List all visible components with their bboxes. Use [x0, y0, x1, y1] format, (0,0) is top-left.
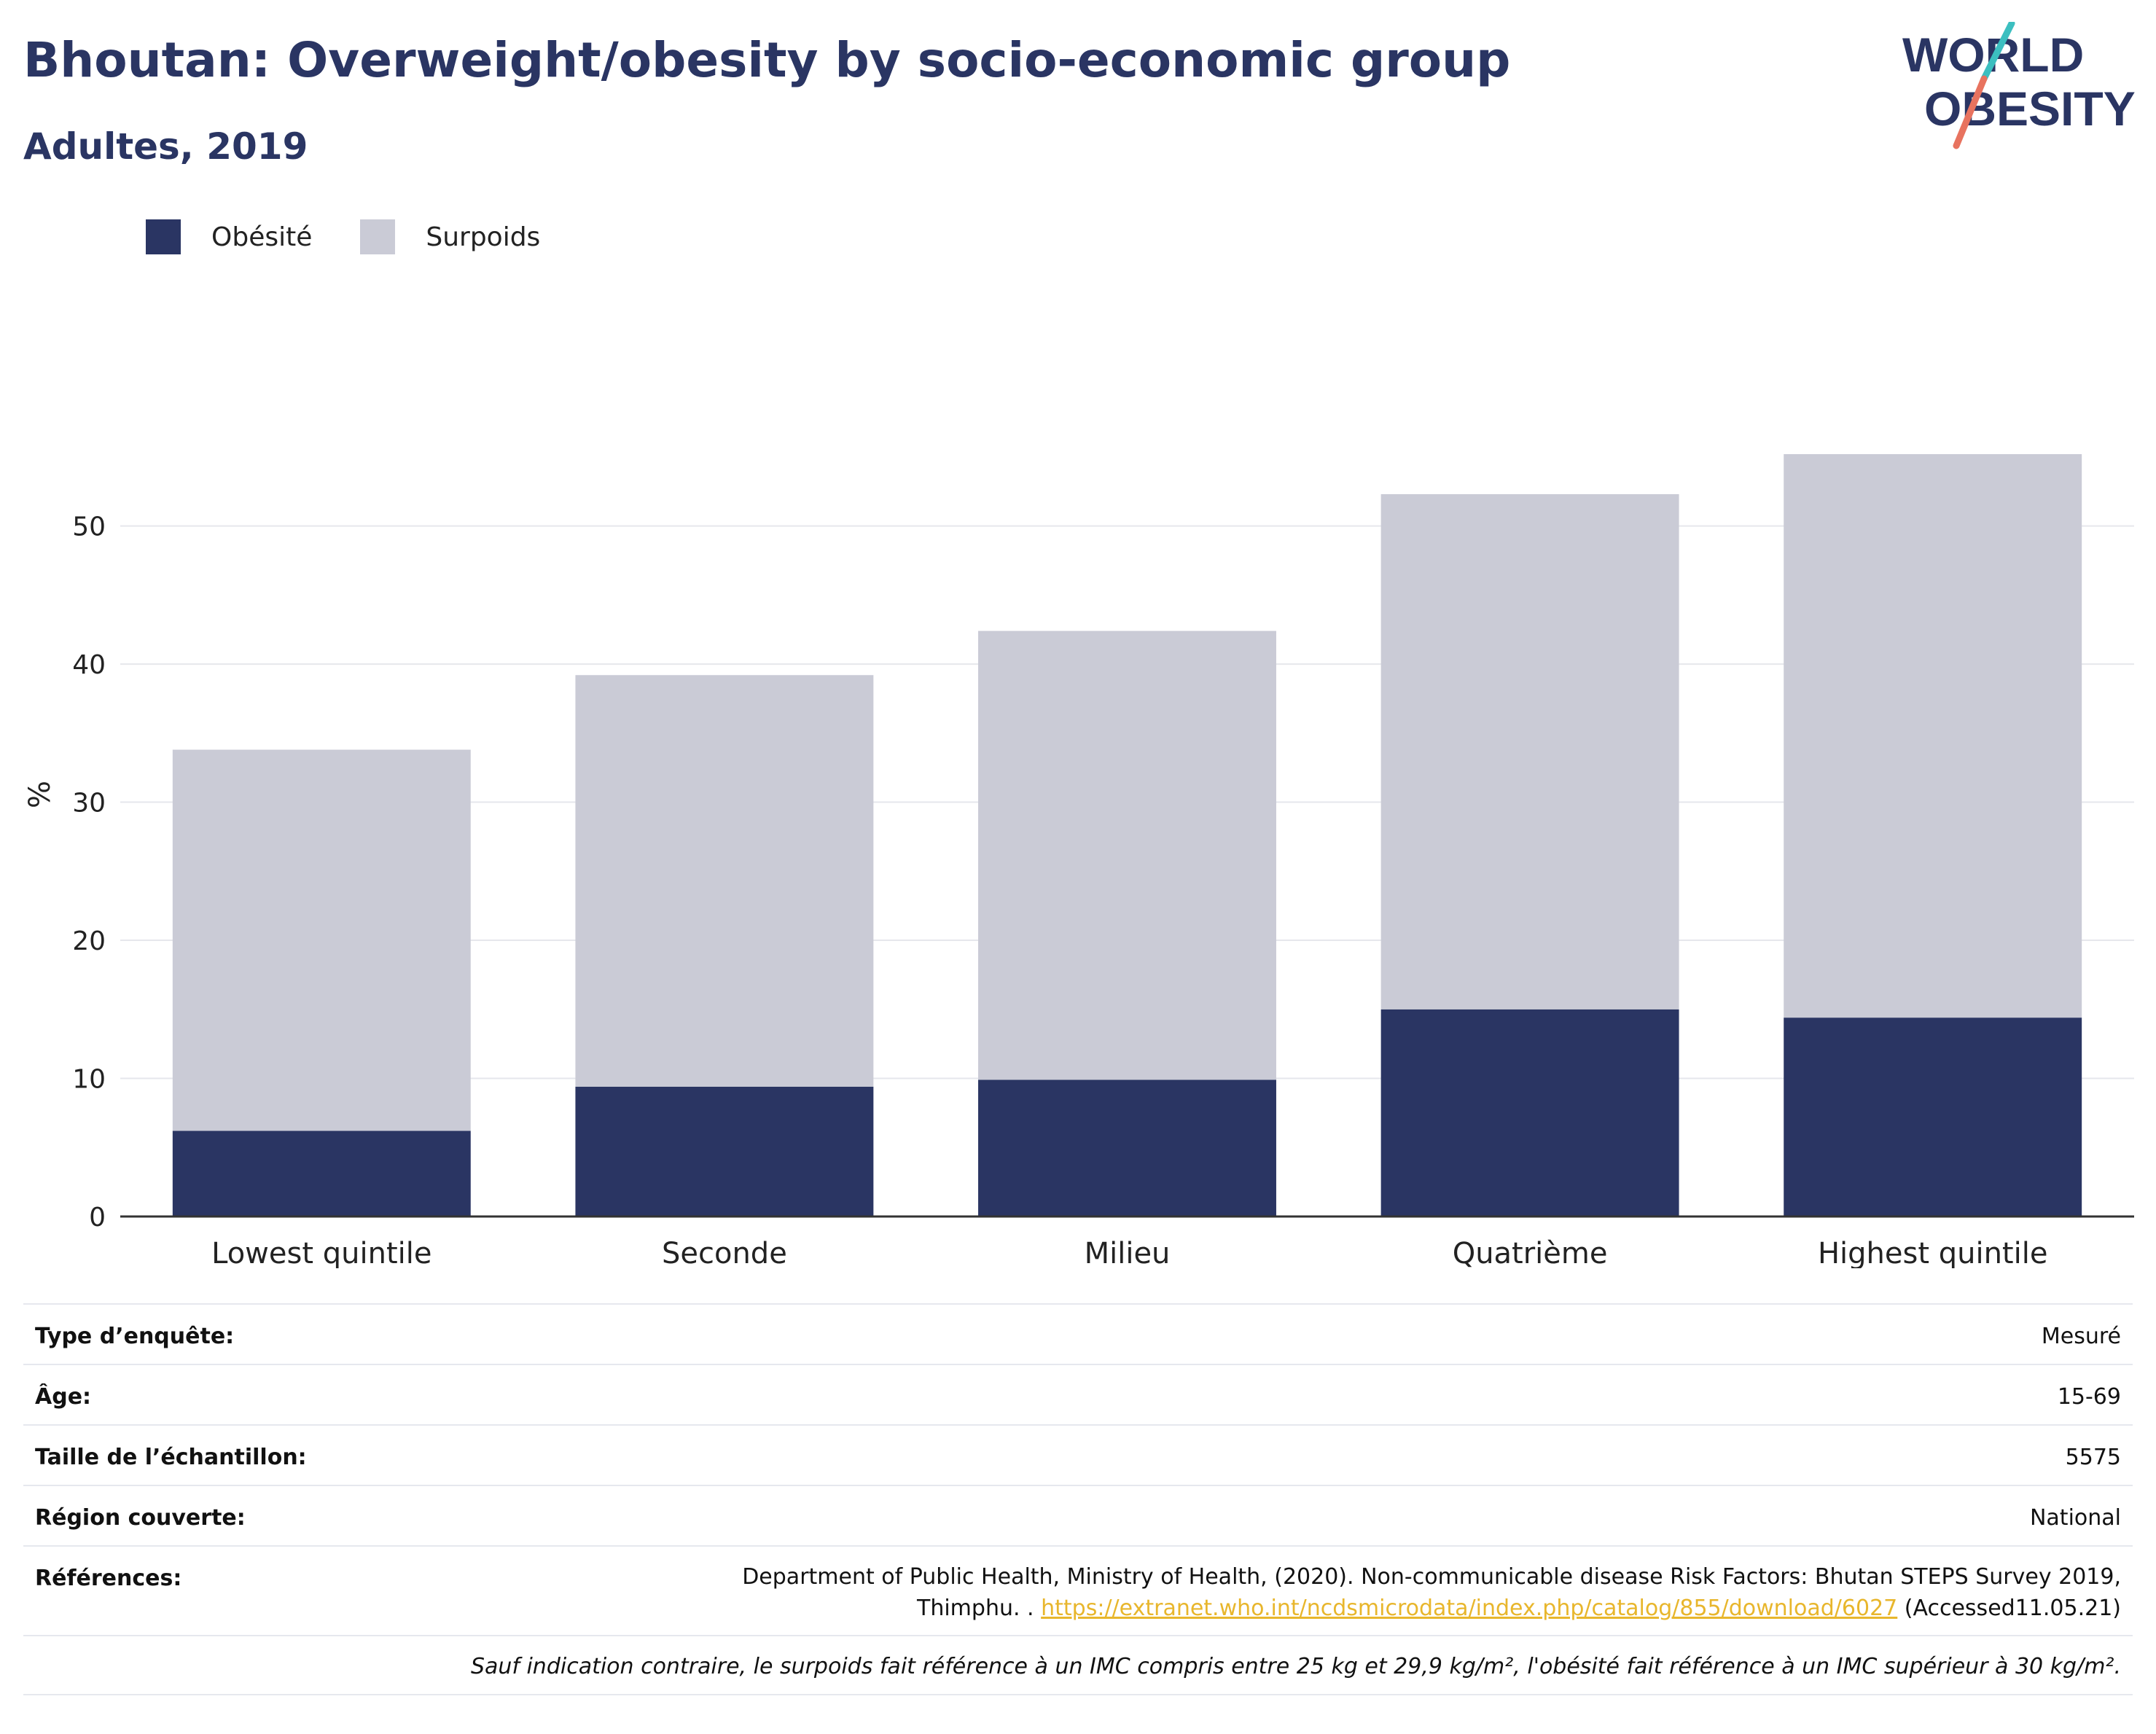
meta-row-survey-type: Type d’enquête: Mesuré [23, 1303, 2133, 1364]
meta-row-sample-size: Taille de l’échantillon: 5575 [23, 1424, 2133, 1485]
x-tick-label-4: Highest quintile [1818, 1237, 2048, 1268]
bar-surpoids-3 [1380, 494, 1679, 1009]
y-axis-label: % [23, 781, 57, 808]
meta-label-references: Références: [35, 1566, 182, 1591]
reference-line1: Department of Public Health, Ministry of… [742, 1564, 2121, 1590]
y-tick-label-20: 20 [72, 926, 106, 956]
chart-subtitle: Adultes, 2019 [23, 125, 308, 168]
meta-label-age: Âge: [35, 1384, 92, 1410]
survey-metadata-table: Type d’enquête: Mesuré Âge: 15-69 Taille… [23, 1303, 2133, 1695]
footnote-bmi-definition: Sauf indication contraire, le surpoids f… [23, 1635, 2133, 1695]
y-tick-label-50: 50 [72, 512, 106, 542]
meta-value-survey-type: Mesuré [2041, 1324, 2121, 1349]
logo-slash-bottom [1953, 75, 1988, 149]
legend-swatch-obesite [146, 219, 181, 254]
bar-obesite-1 [575, 1086, 874, 1216]
chart-title: Bhoutan: Overweight/obesity by socio-eco… [23, 32, 1511, 88]
legend-label-obesite: Obésité [211, 222, 313, 252]
bar-surpoids-4 [1784, 454, 2082, 1018]
bar-obesite-4 [1784, 1018, 2082, 1216]
meta-row-references: Références: Department of Public Health,… [23, 1545, 2133, 1635]
stacked-bar-chart: 0 10 20 30 40 50% Lowest quintile Seconde Milieu… [23, 454, 2134, 1268]
x-tick-label-1: Seconde [662, 1237, 787, 1268]
meta-row-age: Âge: 15-69 [23, 1364, 2133, 1424]
meta-row-region: Région couverte: National [23, 1485, 2133, 1545]
logo-line2: OBESITY [1924, 82, 2136, 136]
legend-item-surpoids[interactable]: Surpoids [360, 219, 540, 254]
legend-item-obesite[interactable]: Obésité [146, 219, 312, 254]
legend-swatch-surpoids [360, 219, 396, 254]
bar-obesite-2 [978, 1079, 1276, 1216]
bar-surpoids-2 [978, 630, 1276, 1080]
logo-slash-top [1980, 22, 2015, 82]
y-tick-label-30: 30 [72, 789, 106, 819]
meta-value-age: 15-69 [2057, 1384, 2121, 1410]
reference-accessed: (Accessed11.05.21) [1897, 1596, 2121, 1621]
meta-label-region: Région couverte: [35, 1505, 246, 1531]
meta-label-sample-size: Taille de l’échantillon: [35, 1445, 307, 1470]
bar-obesite-3 [1380, 1009, 1679, 1216]
legend-label-surpoids: Surpoids [426, 222, 541, 252]
meta-label-survey-type: Type d’enquête: [35, 1324, 235, 1349]
meta-value-references: Department of Public Health, Ministry of… [742, 1561, 2121, 1624]
meta-value-region: National [2029, 1505, 2121, 1531]
bar-obesite-0 [172, 1130, 471, 1216]
x-tick-label-3: Quatrième [1453, 1237, 1608, 1268]
world-obesity-logo: WORLD OBESITY [1902, 22, 2136, 149]
x-tick-label-2: Milieu [1085, 1237, 1171, 1268]
y-tick-label-10: 10 [72, 1065, 106, 1095]
bar-surpoids-1 [575, 675, 874, 1087]
x-tick-label-0: Lowest quintile [211, 1237, 431, 1268]
y-tick-label-40: 40 [72, 650, 106, 680]
bar-surpoids-0 [172, 749, 471, 1131]
reference-link[interactable]: https://extranet.who.int/ncdsmicrodata/i… [1041, 1596, 1898, 1621]
reference-line2-prefix: Thimphu. . [917, 1596, 1042, 1621]
y-tick-label-0: 0 [89, 1203, 106, 1233]
meta-value-sample-size: 5575 [2065, 1445, 2121, 1470]
chart-legend: Obésité Surpoids [146, 219, 588, 255]
